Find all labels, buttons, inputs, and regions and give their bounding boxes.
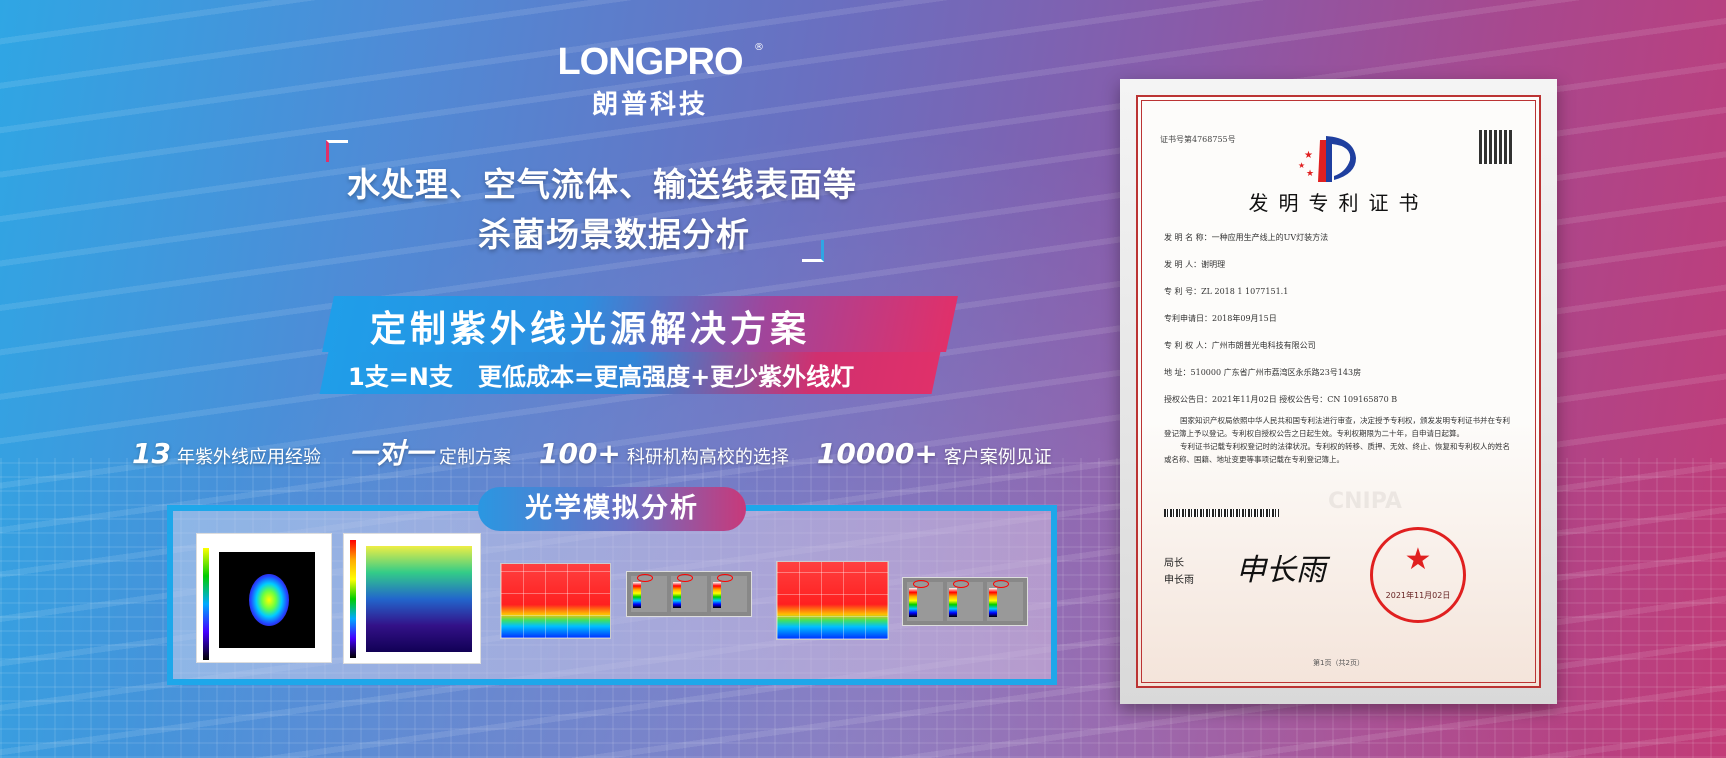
patent-certificate-frame: 证书号第4768755号 ★ ★ ★ 发明专利证书 发 明 名 称：一种应用生产线上… (1120, 79, 1557, 704)
legend-scale (631, 574, 667, 612)
director-name: 申长雨 (1164, 575, 1194, 586)
certificate-body: 国家知识产权局依照中华人民共和国专利法进行审查，决定授予专利权，颁发发明专利证书… (1164, 414, 1517, 466)
stats-row: 13 年紫外线应用经验 一对一 定制方案 100+ 科研机构高校的选择 10000+ 客… (132, 432, 1080, 472)
color-scale (203, 548, 209, 660)
svg-text:★: ★ (1306, 169, 1314, 179)
legend-scale (671, 574, 707, 612)
plot-area (219, 552, 315, 648)
field-patentee: 专 利 权 人：广州市朗普光电科技有限公司 (1164, 341, 1316, 350)
certificate-paragraph: 专利证书记载专利权登记时的法律状况。专利权的转移、质押、无效、终止、恢复和专利权… (1164, 442, 1510, 464)
field-application-date: 专利申请日：2018年09月15日 (1164, 314, 1277, 323)
patent-certificate: 证书号第4768755号 ★ ★ ★ 发明专利证书 发 明 名 称：一种应用生产线上… (1136, 95, 1541, 688)
seal-date: 2021年11月02日 (1385, 591, 1451, 600)
legend-scale (947, 580, 983, 621)
irradiance-plot-spot (196, 533, 332, 663)
ribbon-subtitle: 1支=N支 更低成本=更高强度+更少紫外线灯 (348, 363, 855, 391)
ribbon-title: 定制紫外线光源解决方案 (370, 309, 811, 350)
stat-label: 科研机构高校的选择 (626, 447, 789, 468)
stat-value: 一对一 (348, 437, 433, 470)
field-inventor: 发 明 人：谢明理 (1164, 260, 1226, 269)
brand-name-cn: 朗普科技 (591, 90, 708, 120)
seal-emblem-icon: ★ (1404, 542, 1432, 577)
brand-logo: LONGPRO ® 朗普科技 (550, 41, 764, 121)
field-address: 地 址：510000 广东省广州市荔湾区永乐路23号143房 (1164, 368, 1362, 377)
headline-line1: 水处理、空气流体、输送线表面等 (347, 165, 857, 204)
irradiance-spot (249, 574, 289, 626)
heatmap-legends-1 (626, 571, 752, 617)
registered-mark: ® (754, 42, 764, 53)
bracket-close-decoration (802, 240, 824, 262)
heatmap-1 (500, 563, 611, 639)
page-number: 第1页（共2页） (1313, 659, 1364, 667)
legend-scale (907, 580, 943, 621)
bracket-open-decoration (326, 140, 348, 162)
svg-text:★: ★ (1304, 150, 1313, 161)
svg-text:★: ★ (1298, 161, 1305, 170)
stat-value: 13 (132, 437, 171, 470)
field-invention-name: 发 明 名 称：一种应用生产线上的UV灯装方法 (1164, 233, 1329, 242)
barcode (1164, 509, 1279, 517)
director-block: 局长 申长雨 (1164, 555, 1194, 589)
field-patent-number: 专 利 号：ZL 2018 1 1077151.1 (1164, 287, 1289, 296)
irradiance-plot-scatter (343, 533, 481, 664)
watermark: CNIPA (1328, 489, 1402, 514)
stat-label: 定制方案 (438, 447, 511, 468)
stat-value: 10000+ (816, 437, 938, 470)
stat-label: 年紫外线应用经验 (176, 447, 321, 468)
signature: 申长雨 (1236, 553, 1326, 588)
logo-text: LONGPRO (557, 41, 743, 83)
heatmap-2 (776, 561, 889, 640)
qr-code (1479, 130, 1513, 164)
headline-line2: 杀菌场景数据分析 (478, 215, 750, 254)
plot-area (366, 546, 472, 652)
heatmap-legends-2 (902, 577, 1028, 626)
official-seal: ★ 2021年11月02日 (1370, 527, 1466, 623)
panel-badge: 光学模拟分析 (478, 487, 746, 531)
legend-scale (987, 580, 1023, 621)
stat-label: 客户案例见证 (943, 447, 1052, 468)
cnipa-emblem-icon: ★★★ (1298, 136, 1356, 182)
director-role: 局长 (1164, 558, 1184, 569)
field-grant-date: 授权公告日：2021年11月02日 授权公告号：CN 109165870 B (1164, 395, 1398, 404)
stat-value: 100+ (538, 437, 621, 470)
color-scale (350, 540, 356, 658)
certificate-number: 证书号第4768755号 (1160, 135, 1236, 144)
legend-scale (711, 574, 747, 612)
certificate-paragraph: 国家知识产权局依照中华人民共和国专利法进行审查，决定授予专利权，颁发发明专利证书… (1164, 416, 1510, 438)
certificate-title: 发明专利证书 (1248, 191, 1429, 215)
